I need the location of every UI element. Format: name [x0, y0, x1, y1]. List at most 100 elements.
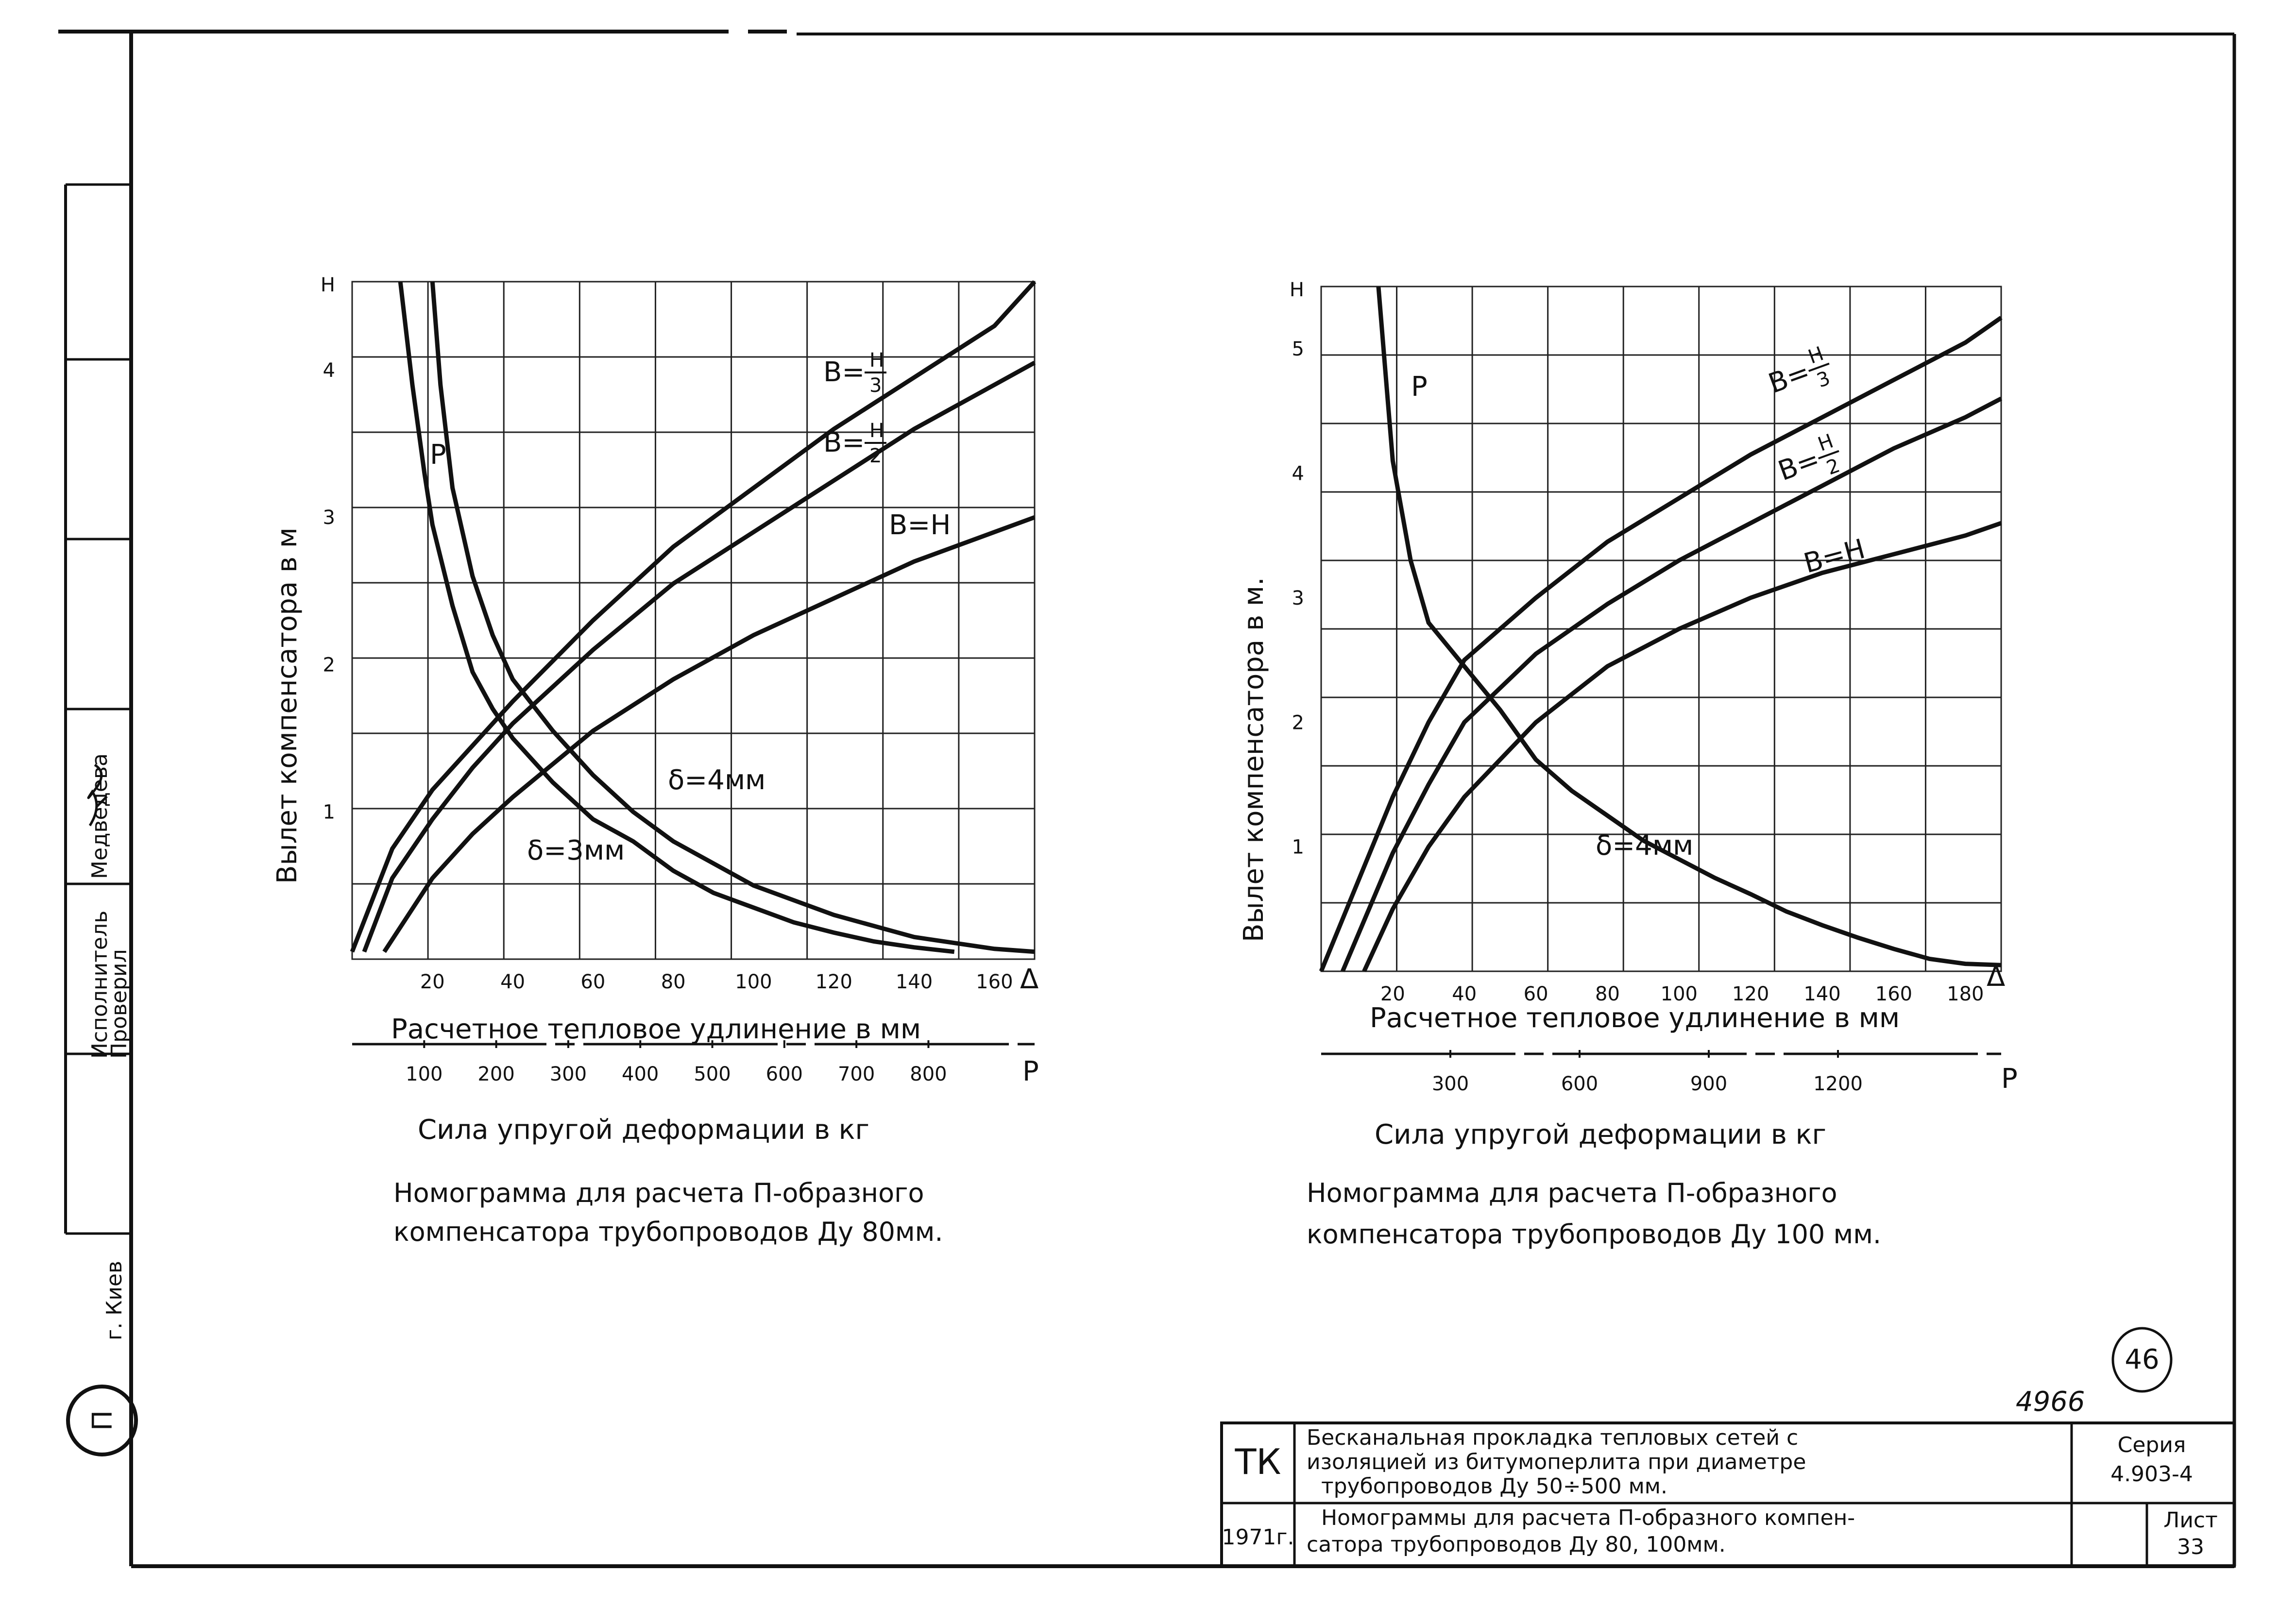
y-tick-label: 3	[1292, 587, 1304, 609]
p-tick-label: 500	[694, 1063, 731, 1085]
p-tick-label: 900	[1690, 1073, 1727, 1095]
x-tick-label: 40	[1452, 983, 1477, 1005]
series-label-fraction: В=Н 2	[823, 420, 886, 467]
x-tick-label: 100	[1661, 983, 1698, 1005]
title-block-series-value: 4.903-4	[2110, 1462, 2193, 1487]
logo-text: П	[87, 1410, 119, 1431]
chart-dn80-caption-line1: Номограмма для расчета П-образного	[393, 1178, 924, 1208]
p-tick-label: 100	[406, 1063, 442, 1085]
chart-dn100-y-title: Вылет компенсатора в м.	[1238, 577, 1270, 942]
x-tick-label: 20	[1380, 983, 1405, 1005]
series-label: В=Н	[889, 509, 951, 541]
p-tick-label: 300	[1432, 1073, 1469, 1095]
x-tick-label: 120	[816, 971, 852, 993]
p-tick-label: 300	[550, 1063, 587, 1085]
chart-dn80-caption-line2: компенсатора трубопроводов Ду 80мм.	[393, 1217, 943, 1247]
archive-number: 4966	[2016, 1386, 2085, 1418]
y-tick-label: 4	[323, 359, 335, 382]
title-block-sheet-value: 33	[2177, 1535, 2204, 1559]
title-block-desc-line1: Бесканальная прокладка тепловых сетей с	[1307, 1425, 1798, 1450]
series-line-0	[350, 280, 1037, 953]
fraction-denominator: 2	[869, 445, 882, 467]
x-tick-label: 80	[661, 971, 686, 993]
fraction-lhs: В=	[1765, 356, 1814, 400]
series-line-0	[1319, 316, 2003, 972]
title-block-sheet-title-line1: Номограммы для расчета П-образного компе…	[1321, 1506, 1855, 1530]
chart-dn80-p-symbol: P	[1022, 1056, 1039, 1087]
title-block-series-label: Серия	[2118, 1433, 2186, 1457]
fraction-lhs: В=	[1774, 443, 1824, 487]
fraction-bar	[1818, 450, 1839, 459]
series-line-3	[1376, 286, 2002, 967]
stamp-org: г. Киев	[102, 1261, 127, 1340]
chart-dn80-ticks: 20 40 60 80 100 120 140 160 1 2 3 4 Н 100 200 300 400 500…	[321, 274, 1035, 1085]
x-tick-label: 40	[500, 971, 525, 993]
x-tick-label: 180	[1947, 983, 1984, 1005]
plot-frame	[351, 281, 1036, 960]
series-label-fraction: В=Н3	[823, 349, 886, 397]
series-line-2	[1362, 521, 2002, 972]
title-block-sheet-title-line2: сатора трубопроводов Ду 80, 100мм.	[1307, 1532, 1726, 1557]
title-block-year: 1971г.	[1222, 1525, 1294, 1550]
series-line-3	[398, 281, 955, 954]
y-tick-label: 1	[323, 801, 335, 824]
p-tick-label: 200	[477, 1063, 514, 1085]
series-label-p: Р	[1411, 371, 1428, 403]
p-tick-label: 1200	[1813, 1073, 1863, 1095]
x-tick-label: 100	[735, 971, 772, 993]
series-line-1	[1341, 396, 2003, 972]
stamp-executor-name: Медведева	[87, 753, 112, 879]
logo-icon	[66, 1385, 138, 1456]
chart-dn80-grid	[351, 281, 1036, 960]
left-stamp: Исполнитель Проверил Медведева г. Киев П	[64, 183, 138, 1456]
chart-dn100-p-symbol: P	[2001, 1063, 2018, 1095]
fraction-lhs: В=	[823, 427, 865, 458]
stamp-checked-title: Проверил	[107, 949, 132, 1059]
fraction-numerator: Н	[869, 349, 884, 372]
chart-dn100-caption-line1: Номограмма для расчета П-образного	[1307, 1178, 1837, 1208]
x-tick-label: 80	[1595, 983, 1620, 1005]
series-label: δ=4мм	[1596, 830, 1693, 862]
chart-dn80-x-title: Расчетное тепловое удлинение в мм	[391, 1014, 921, 1045]
x-tick-label: 120	[1732, 983, 1769, 1005]
p-tick-label: 400	[622, 1063, 659, 1085]
y-tick-label: 2	[323, 654, 335, 676]
y-tick-label: 2	[1292, 711, 1304, 734]
x-tick-label: 20	[420, 971, 445, 993]
chart-dn100-x-title: Расчетное тепловое удлинение в мм	[1370, 1002, 1900, 1034]
chart-dn100-ticks: 20 40 60 80 100 120 140 160 180 1 2 3 4 5 Н 300 600 900 12…	[1290, 279, 2001, 1095]
fraction-denominator: 3	[869, 374, 882, 397]
chart-dn100: 20 40 60 80 100 120 140 160 180 1 2 3 4 5 Н 300 600 900 12…	[1238, 279, 2018, 1250]
page-number-circle	[2111, 1327, 2173, 1393]
fraction-denominator: 3	[1814, 367, 1833, 392]
x-tick-label: 60	[580, 971, 605, 993]
title-block-desc-line3: трубопроводов Ду 50÷500 мм.	[1321, 1474, 1667, 1499]
title-block: ТК Бесканальная прокладка тепловых сетей…	[1220, 1421, 2236, 1568]
title-block-sheet-label: Лист	[2163, 1508, 2218, 1533]
p-tick-label: 700	[838, 1063, 875, 1085]
y-tick-label: 5	[1292, 338, 1304, 360]
title-block-desc-line2: изоляцией из битумоперлита при диаметре	[1307, 1450, 1806, 1474]
series-line-2	[382, 515, 1036, 953]
chart-dn100-grid	[1320, 286, 2002, 972]
chart-dn80-p-title: Сила упругой деформации в кг	[418, 1114, 869, 1146]
y-top-label: Н	[321, 274, 335, 296]
chart-dn100-caption-line2: компенсатора трубопроводов Ду 100 мм.	[1307, 1219, 1881, 1250]
series-label-p: Р	[430, 439, 446, 471]
x-tick-label: 160	[1875, 983, 1912, 1005]
x-tick-label: 140	[896, 971, 933, 993]
series-label-fraction: В=Н3	[1765, 342, 1834, 400]
x-tick-label: 60	[1524, 983, 1548, 1005]
fraction-numerator: Н	[1805, 342, 1827, 369]
series-label: δ=4мм	[668, 764, 765, 796]
series-label: δ=3мм	[527, 835, 625, 866]
chart-dn80: 20 40 60 80 100 120 140 160 1 2 3 4 Н 100 200 300 400 500…	[272, 274, 1039, 1247]
y-tick-label: 1	[1292, 836, 1304, 859]
y-tick-label: 4	[1292, 463, 1304, 485]
p-tick-label: 800	[910, 1063, 947, 1085]
chart-dn80-curves	[350, 280, 1037, 954]
fraction-bar	[1808, 362, 1830, 372]
signature-icon	[87, 763, 108, 827]
fraction-denominator: 2	[1823, 455, 1843, 480]
